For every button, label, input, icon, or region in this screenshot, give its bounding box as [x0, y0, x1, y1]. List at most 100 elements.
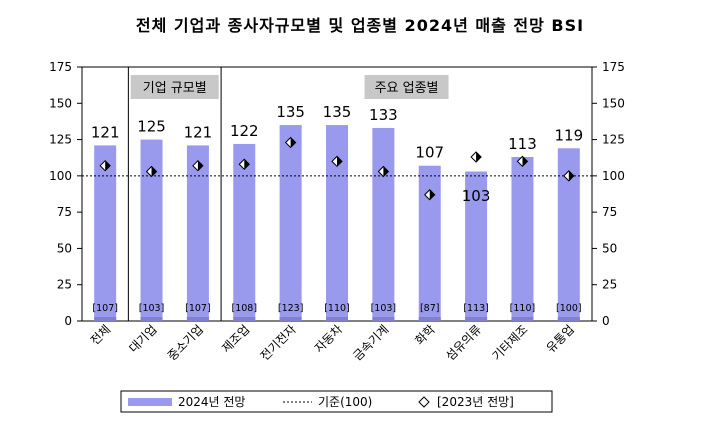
y-tick-label-left: 50 [57, 241, 72, 255]
prev-value-label: [108] [231, 303, 257, 314]
bars [94, 125, 580, 322]
category-label: 유통업 [544, 322, 577, 355]
y-tick-label-right: 100 [602, 169, 625, 183]
prev-value-label: [107] [92, 303, 118, 314]
bar-base [94, 317, 117, 321]
value-label: 107 [415, 144, 444, 162]
prev-marker [331, 155, 343, 168]
category-label: 대기업 [126, 322, 159, 355]
prev-marker-fill [383, 166, 389, 177]
value-label: 113 [508, 135, 537, 153]
prev-marker-fill [568, 170, 574, 181]
legend-label-reference: 기준(100) [318, 395, 372, 409]
legend-label-previous: [2023년 전망] [437, 395, 514, 409]
value-label: 125 [137, 118, 166, 136]
prev-marker-fill [197, 160, 203, 171]
value-label: 103 [462, 187, 491, 205]
legend: 2024년 전망 기준(100) [2023년 전망] [120, 390, 553, 413]
bar [418, 165, 441, 321]
category-label: 중소기업 [165, 322, 206, 363]
prev-value-label: [110] [324, 303, 350, 314]
legend-swatch-marker [418, 396, 430, 408]
y-tick-label-left: 100 [49, 169, 72, 183]
legend-swatch-bar [128, 398, 172, 406]
value-label: 121 [184, 123, 213, 141]
bar-base [511, 317, 534, 321]
bar-base [465, 317, 488, 321]
y-tick-label-right: 125 [602, 133, 625, 147]
prev-value-label: [123] [278, 303, 304, 314]
y-tick-label-left: 0 [64, 314, 72, 328]
y-tick-label-right: 75 [602, 205, 617, 219]
prev-marker-fill [522, 156, 528, 167]
group-label-box [364, 75, 449, 99]
bar [186, 145, 209, 321]
prev-marker-fill [337, 156, 342, 167]
bar [279, 125, 302, 321]
prev-marker [238, 158, 250, 170]
prev-marker [192, 159, 204, 172]
category-label: 섬유의류 [443, 322, 484, 363]
bar [233, 143, 256, 321]
y-tick-label-right: 150 [602, 96, 625, 110]
value-label: 135 [276, 103, 305, 121]
bar [465, 171, 488, 321]
prev-marker [377, 165, 390, 178]
category-label: 자동차 [312, 322, 345, 355]
prev-marker-fill [290, 137, 296, 148]
prev-marker-fill [476, 151, 482, 162]
category-label: 제조업 [219, 322, 252, 355]
prev-value-label: [103] [139, 303, 165, 314]
bar-base [140, 317, 163, 321]
legend-label-current: 2024년 전망 [178, 395, 245, 409]
prev-value-label: [110] [510, 303, 536, 314]
prev-value-label: [87] [420, 303, 440, 314]
y-tick-label-right: 0 [602, 314, 610, 328]
value-label: 122 [230, 122, 259, 140]
prev-value-label: [107] [185, 303, 211, 314]
bar-base [557, 317, 580, 321]
prev-value-label: [100] [556, 303, 582, 314]
prev-marker-fill [151, 166, 157, 177]
bar-base [186, 317, 209, 321]
prev-marker [516, 155, 529, 168]
y-tick-label-right: 50 [602, 241, 617, 255]
value-label: 119 [554, 126, 583, 144]
prev-marker [563, 170, 575, 182]
bar-base [233, 317, 256, 321]
chart-title: 전체 기업과 종사자규모별 및 업종별 2024년 매출 전망 BSI [135, 16, 585, 35]
value-label: 133 [369, 106, 398, 124]
prev-marker-fill [244, 159, 250, 170]
y-tick-label-right: 175 [602, 60, 625, 74]
prev-value-label: [113] [463, 303, 489, 314]
bar [557, 148, 580, 321]
group-label: 기업 규모별 [143, 81, 207, 96]
y-tick-label-left: 175 [49, 60, 72, 74]
prev-value-label: [103] [371, 303, 397, 314]
y-tick-label-left: 25 [57, 278, 72, 292]
category-label: 금속기계 [350, 322, 391, 363]
prev-marker-fill [105, 160, 111, 171]
marks [82, 136, 592, 201]
y-tick-label-left: 150 [49, 96, 72, 110]
prev-marker [284, 136, 297, 149]
prev-marker [145, 165, 158, 178]
bar [94, 145, 117, 321]
category-label: 전체 [88, 322, 114, 348]
bar-base [279, 317, 302, 321]
category-label: 전기전자 [258, 322, 299, 363]
prev-marker [470, 151, 482, 163]
legend-box [120, 390, 553, 413]
prev-marker [99, 159, 111, 172]
y-tick-label-right: 25 [602, 278, 617, 292]
y-tick-label-left: 75 [57, 205, 72, 219]
group-label: 주요 업종별 [375, 81, 439, 96]
bar [326, 125, 348, 321]
category-label: 화학 [412, 322, 438, 348]
prev-marker-fill [429, 189, 435, 200]
bar-base [326, 317, 348, 321]
bar [511, 156, 534, 321]
bar [140, 139, 163, 321]
bar [372, 127, 395, 322]
